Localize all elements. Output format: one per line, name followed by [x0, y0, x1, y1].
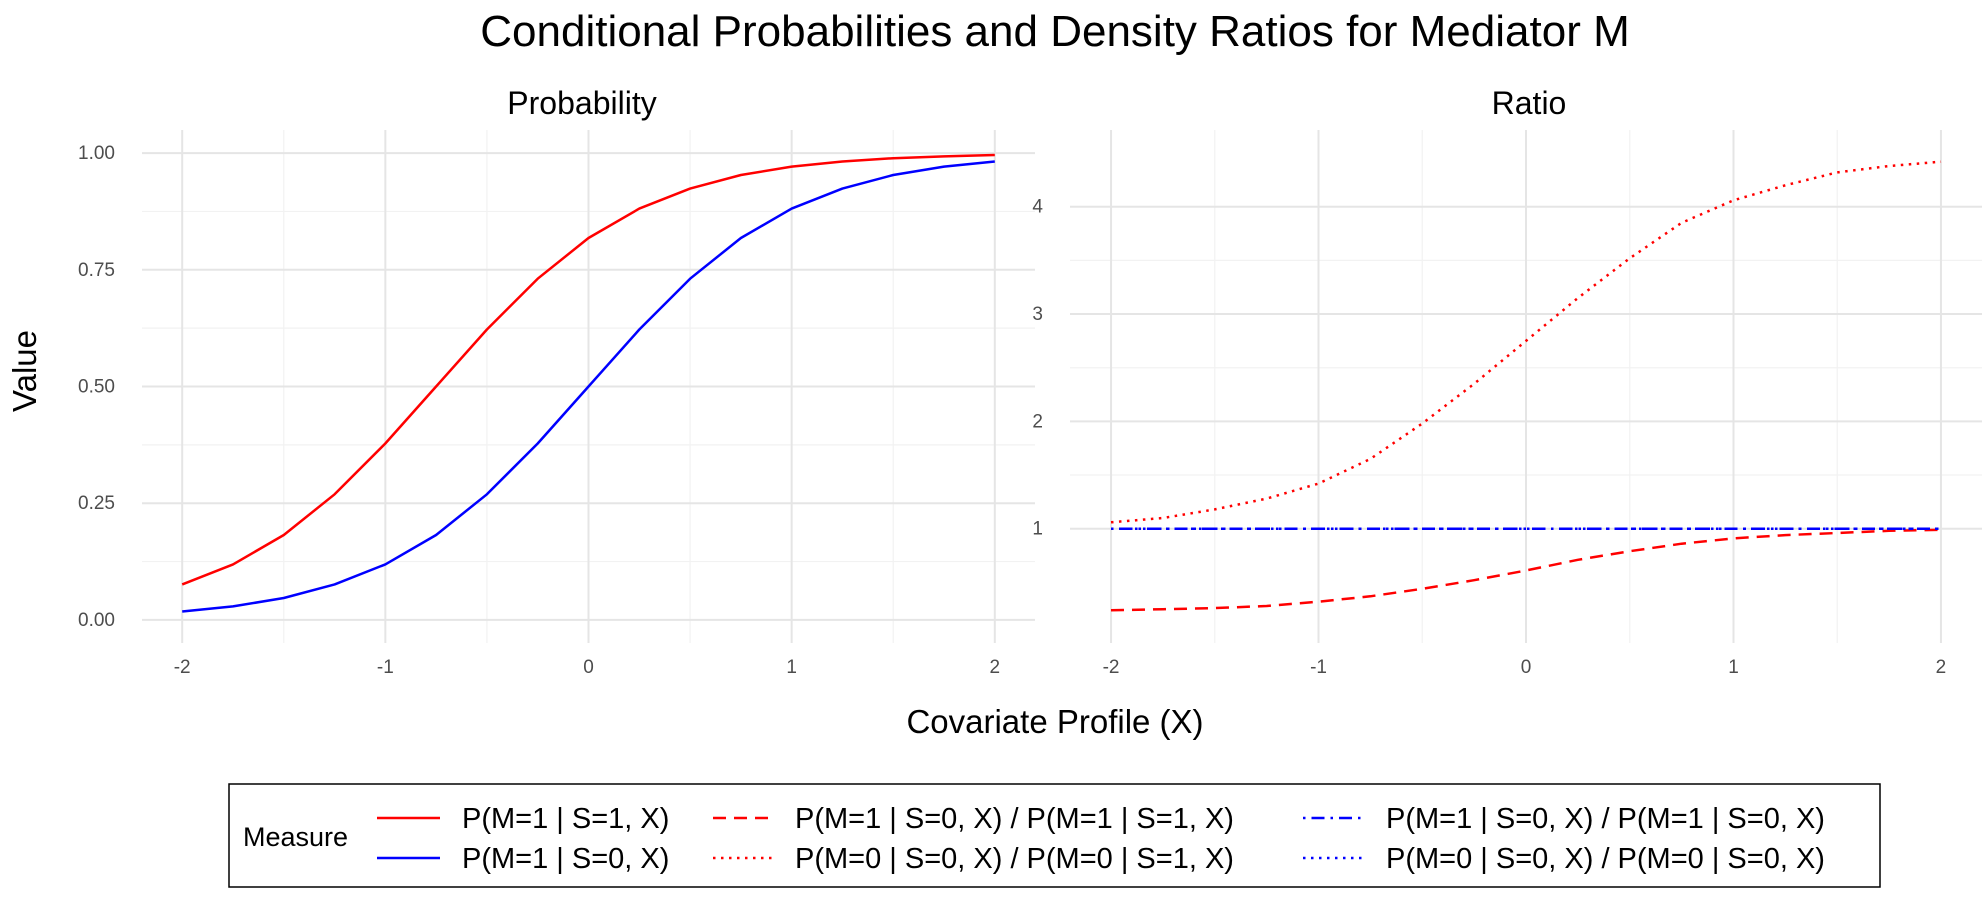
ratio-y-tick-label: 3	[1032, 304, 1043, 325]
probability-y-tick-label: 1.00	[78, 143, 115, 164]
ratio-y-tick-label: 4	[1032, 197, 1043, 218]
probability-y-tick-label: 0.50	[78, 377, 115, 398]
legend: Measure P(M=1 | S=1, X) P(M=1 | S=0, X) …	[228, 783, 1881, 888]
x-axis-label: Covariate Profile (X)	[906, 703, 1203, 740]
ratio-x-tick-label: 1	[1728, 657, 1739, 678]
series-line-p-m-1-s-1-x	[181, 153, 995, 586]
legend-label-4: P(M=1 | S=0, X) / P(M=1 | S=0, X)	[1386, 803, 1825, 835]
ratio-y-tick-label: 1	[1032, 519, 1043, 540]
panel-title-ratio: Ratio	[1492, 85, 1567, 121]
legend-label-5: P(M=0 | S=0, X) / P(M=0 | S=0, X)	[1386, 843, 1825, 875]
probability-x-tick-label: 1	[786, 657, 797, 678]
ratio-x-tick-label: -1	[1310, 657, 1327, 678]
legend-label-0: P(M=1 | S=1, X)	[462, 803, 669, 835]
probability-y-tick-label: 0.75	[78, 260, 115, 281]
legend-label-1: P(M=1 | S=0, X)	[462, 843, 669, 875]
ratio-y-tick-label: 2	[1032, 411, 1043, 432]
series-line-p-m-1-s-0-x	[182, 160, 995, 613]
panel-probability: -2 -1 0 1 2 0.00 0.25 0.50 0.75 1.00	[78, 130, 1035, 678]
probability-x-tick-label: -1	[377, 657, 394, 678]
ratio-x-tick-label: 2	[1936, 657, 1947, 678]
panel-ratio: -2 -1 0 1 2 1 2 3 4	[1032, 130, 1982, 678]
panel-title-probability: Probability	[507, 85, 656, 121]
probability-x-tick-label: -2	[174, 657, 191, 678]
probability-y-tick-label: 0.00	[78, 610, 115, 631]
y-axis-label: Value	[6, 330, 43, 412]
probability-x-tick-label: 2	[990, 657, 1001, 678]
legend-box	[228, 783, 1881, 888]
ratio-x-tick-label: 0	[1521, 657, 1532, 678]
legend-label-2: P(M=1 | S=0, X) / P(M=1 | S=1, X)	[795, 803, 1234, 835]
chart-title: Conditional Probabilities and Density Ra…	[480, 7, 1629, 56]
legend-label-3: P(M=0 | S=0, X) / P(M=0 | S=1, X)	[795, 843, 1234, 875]
probability-y-tick-label: 0.25	[78, 493, 115, 514]
series-line-p-m-1-s-0-x-p-m-1-s-1-x	[1110, 528, 1942, 612]
ratio-x-tick-label: -2	[1103, 657, 1120, 678]
probability-x-tick-label: 0	[583, 657, 594, 678]
series-line-p-m-0-s-0-x-p-m-0-s-1-x	[1110, 160, 1942, 524]
legend-title: Measure	[243, 822, 348, 852]
